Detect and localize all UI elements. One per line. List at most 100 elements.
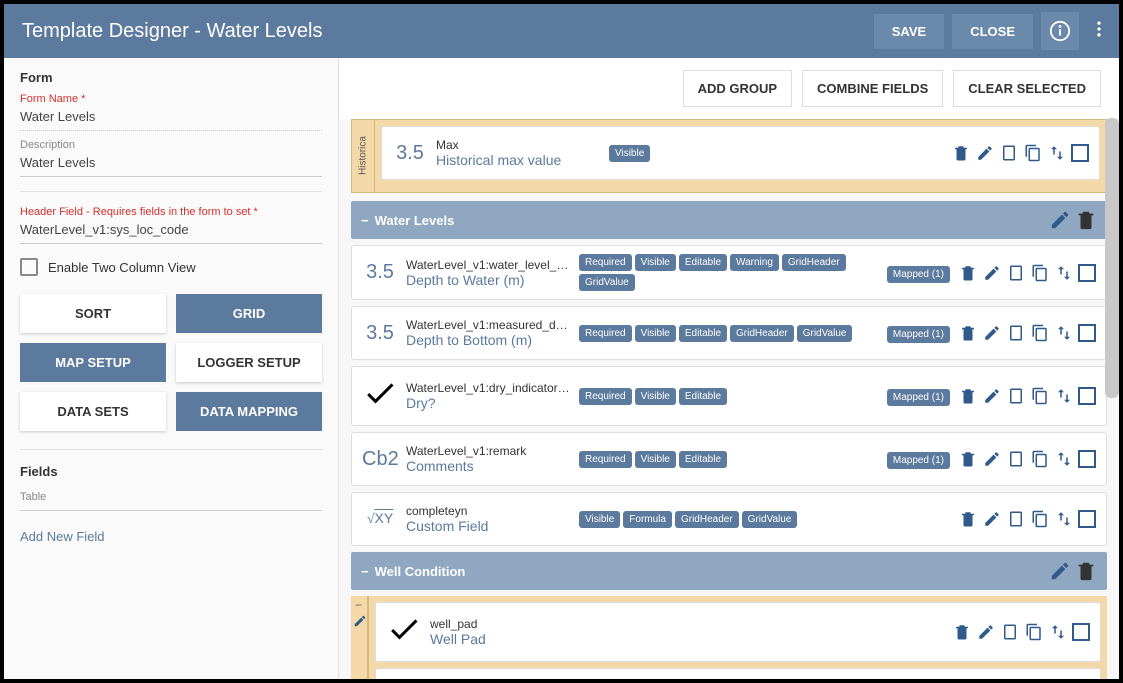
swap-icon[interactable] (1054, 386, 1074, 406)
data-sets-button[interactable]: DATA SETS (20, 392, 166, 431)
copy-icon[interactable] (1030, 509, 1050, 529)
scrollbar[interactable] (1105, 118, 1119, 398)
well-condition-header[interactable]: − Well Condition (351, 552, 1107, 590)
trash-icon[interactable] (958, 386, 978, 406)
field-card[interactable]: Cb2 WaterLevel_v1:remark Comments Requir… (351, 432, 1107, 486)
field-card[interactable]: WaterLevel_v1:dry_indicator_yn Dry? Requ… (351, 366, 1107, 426)
select-checkbox[interactable] (1078, 387, 1096, 405)
pencil-icon[interactable] (982, 263, 1002, 283)
historical-body: 3.5 Max Historical max value Visible (375, 119, 1107, 193)
select-checkbox[interactable] (1078, 264, 1096, 282)
close-button[interactable]: CLOSE (952, 14, 1033, 49)
edit-section-icon[interactable] (1049, 209, 1071, 231)
main-toolbar: ADD GROUP COMBINE FIELDS CLEAR SELECTED (339, 58, 1119, 119)
trash-icon[interactable] (951, 143, 971, 163)
tablet-icon[interactable] (1006, 449, 1026, 469)
delete-section-icon[interactable] (1075, 560, 1097, 582)
copy-icon[interactable] (1030, 449, 1050, 469)
type-icon: Cb2 (362, 448, 398, 471)
description-input[interactable]: Water Levels (20, 151, 322, 177)
grid-button[interactable]: GRID (176, 294, 322, 333)
add-new-field-link[interactable]: Add New Field (20, 523, 322, 550)
trash-icon[interactable] (958, 449, 978, 469)
clear-selected-button[interactable]: CLEAR SELECTED (953, 70, 1101, 107)
tag: Visible (609, 145, 650, 162)
add-group-button[interactable]: ADD GROUP (683, 70, 792, 107)
historical-tab[interactable]: Historica (351, 119, 375, 193)
select-checkbox[interactable] (1078, 450, 1096, 468)
pencil-icon[interactable] (982, 449, 1002, 469)
trash-icon[interactable] (958, 263, 978, 283)
mapped-badge: Mapped (1) (887, 452, 950, 469)
collapse-icon[interactable]: − (361, 213, 369, 228)
tablet-icon[interactable] (999, 143, 1019, 163)
swap-icon[interactable] (1054, 323, 1074, 343)
logger-setup-button[interactable]: LOGGER SETUP (176, 343, 322, 382)
pencil-icon[interactable] (982, 323, 1002, 343)
tag: GridValue (742, 511, 798, 528)
divider (20, 191, 322, 192)
two-column-checkbox[interactable] (20, 258, 38, 276)
copy-icon[interactable] (1030, 386, 1050, 406)
tablet-icon[interactable] (1006, 386, 1026, 406)
combine-fields-button[interactable]: COMBINE FIELDS (802, 70, 943, 107)
table-select[interactable] (20, 503, 322, 511)
field-actions (951, 143, 1089, 163)
map-setup-button[interactable]: MAP SETUP (20, 343, 166, 382)
field-card[interactable]: 3.5 WaterLevel_v1:measured_dept... Depth… (351, 306, 1107, 360)
header-field-input[interactable]: WaterLevel_v1:sys_loc_code (20, 218, 322, 244)
swap-icon[interactable] (1054, 509, 1074, 529)
tags: RequiredVisibleEditable (579, 451, 879, 468)
pencil-icon[interactable] (975, 143, 995, 163)
trash-icon[interactable] (958, 509, 978, 529)
tags: RequiredVisibleEditableWarningGridHeader… (579, 254, 879, 291)
swap-icon[interactable] (1048, 622, 1068, 642)
collapse-icon[interactable]: − (361, 564, 369, 579)
field-text: WaterLevel_v1:dry_indicator_yn Dry? (406, 381, 571, 411)
tablet-icon[interactable] (1006, 323, 1026, 343)
field-card[interactable]: well_caps Well Caps (375, 668, 1101, 679)
tablet-icon[interactable] (1000, 622, 1020, 642)
sort-button[interactable]: SORT (20, 294, 166, 333)
edit-section-icon[interactable] (1049, 560, 1071, 582)
field-card[interactable]: 3.5 Max Historical max value Visible (381, 126, 1100, 180)
select-checkbox[interactable] (1078, 510, 1096, 528)
field-name: Well Pad (430, 631, 595, 647)
copy-icon[interactable] (1030, 323, 1050, 343)
swap-icon[interactable] (1054, 263, 1074, 283)
pencil-icon[interactable] (982, 509, 1002, 529)
canvas[interactable]: Historica 3.5 Max Historical max value V… (339, 119, 1119, 679)
copy-icon[interactable] (1030, 263, 1050, 283)
form-section-label: Form (20, 70, 322, 85)
field-actions (958, 386, 1096, 406)
info-button[interactable] (1041, 12, 1079, 50)
swap-icon[interactable] (1054, 449, 1074, 469)
pencil-icon[interactable] (976, 622, 996, 642)
copy-icon[interactable] (1023, 143, 1043, 163)
water-levels-header[interactable]: − Water Levels (351, 201, 1107, 239)
select-checkbox[interactable] (1072, 623, 1090, 641)
swap-icon[interactable] (1047, 143, 1067, 163)
save-button[interactable]: SAVE (874, 14, 944, 49)
trash-icon[interactable] (958, 323, 978, 343)
select-checkbox[interactable] (1071, 144, 1089, 162)
tag: Visible (635, 451, 676, 468)
field-card[interactable]: √XY completeyn Custom Field Visible Form… (351, 492, 1107, 546)
copy-icon[interactable] (1024, 622, 1044, 642)
field-code: Max (436, 138, 601, 152)
tag: Visible (635, 325, 676, 342)
data-mapping-button[interactable]: DATA MAPPING (176, 392, 322, 431)
nested-tab[interactable] (351, 596, 369, 679)
select-checkbox[interactable] (1078, 324, 1096, 342)
pencil-icon[interactable] (982, 386, 1002, 406)
tablet-icon[interactable] (1006, 509, 1026, 529)
delete-section-icon[interactable] (1075, 209, 1097, 231)
trash-icon[interactable] (952, 622, 972, 642)
field-card[interactable]: well_pad Well Pad (375, 602, 1101, 662)
tag: GridValue (797, 325, 853, 342)
tablet-icon[interactable] (1006, 263, 1026, 283)
field-card[interactable]: 3.5 WaterLevel_v1:water_level_d... Depth… (351, 245, 1107, 300)
two-column-row[interactable]: Enable Two Column View (20, 258, 322, 276)
kebab-menu-icon[interactable] (1089, 19, 1109, 44)
form-name-input[interactable]: Water Levels (20, 105, 322, 131)
